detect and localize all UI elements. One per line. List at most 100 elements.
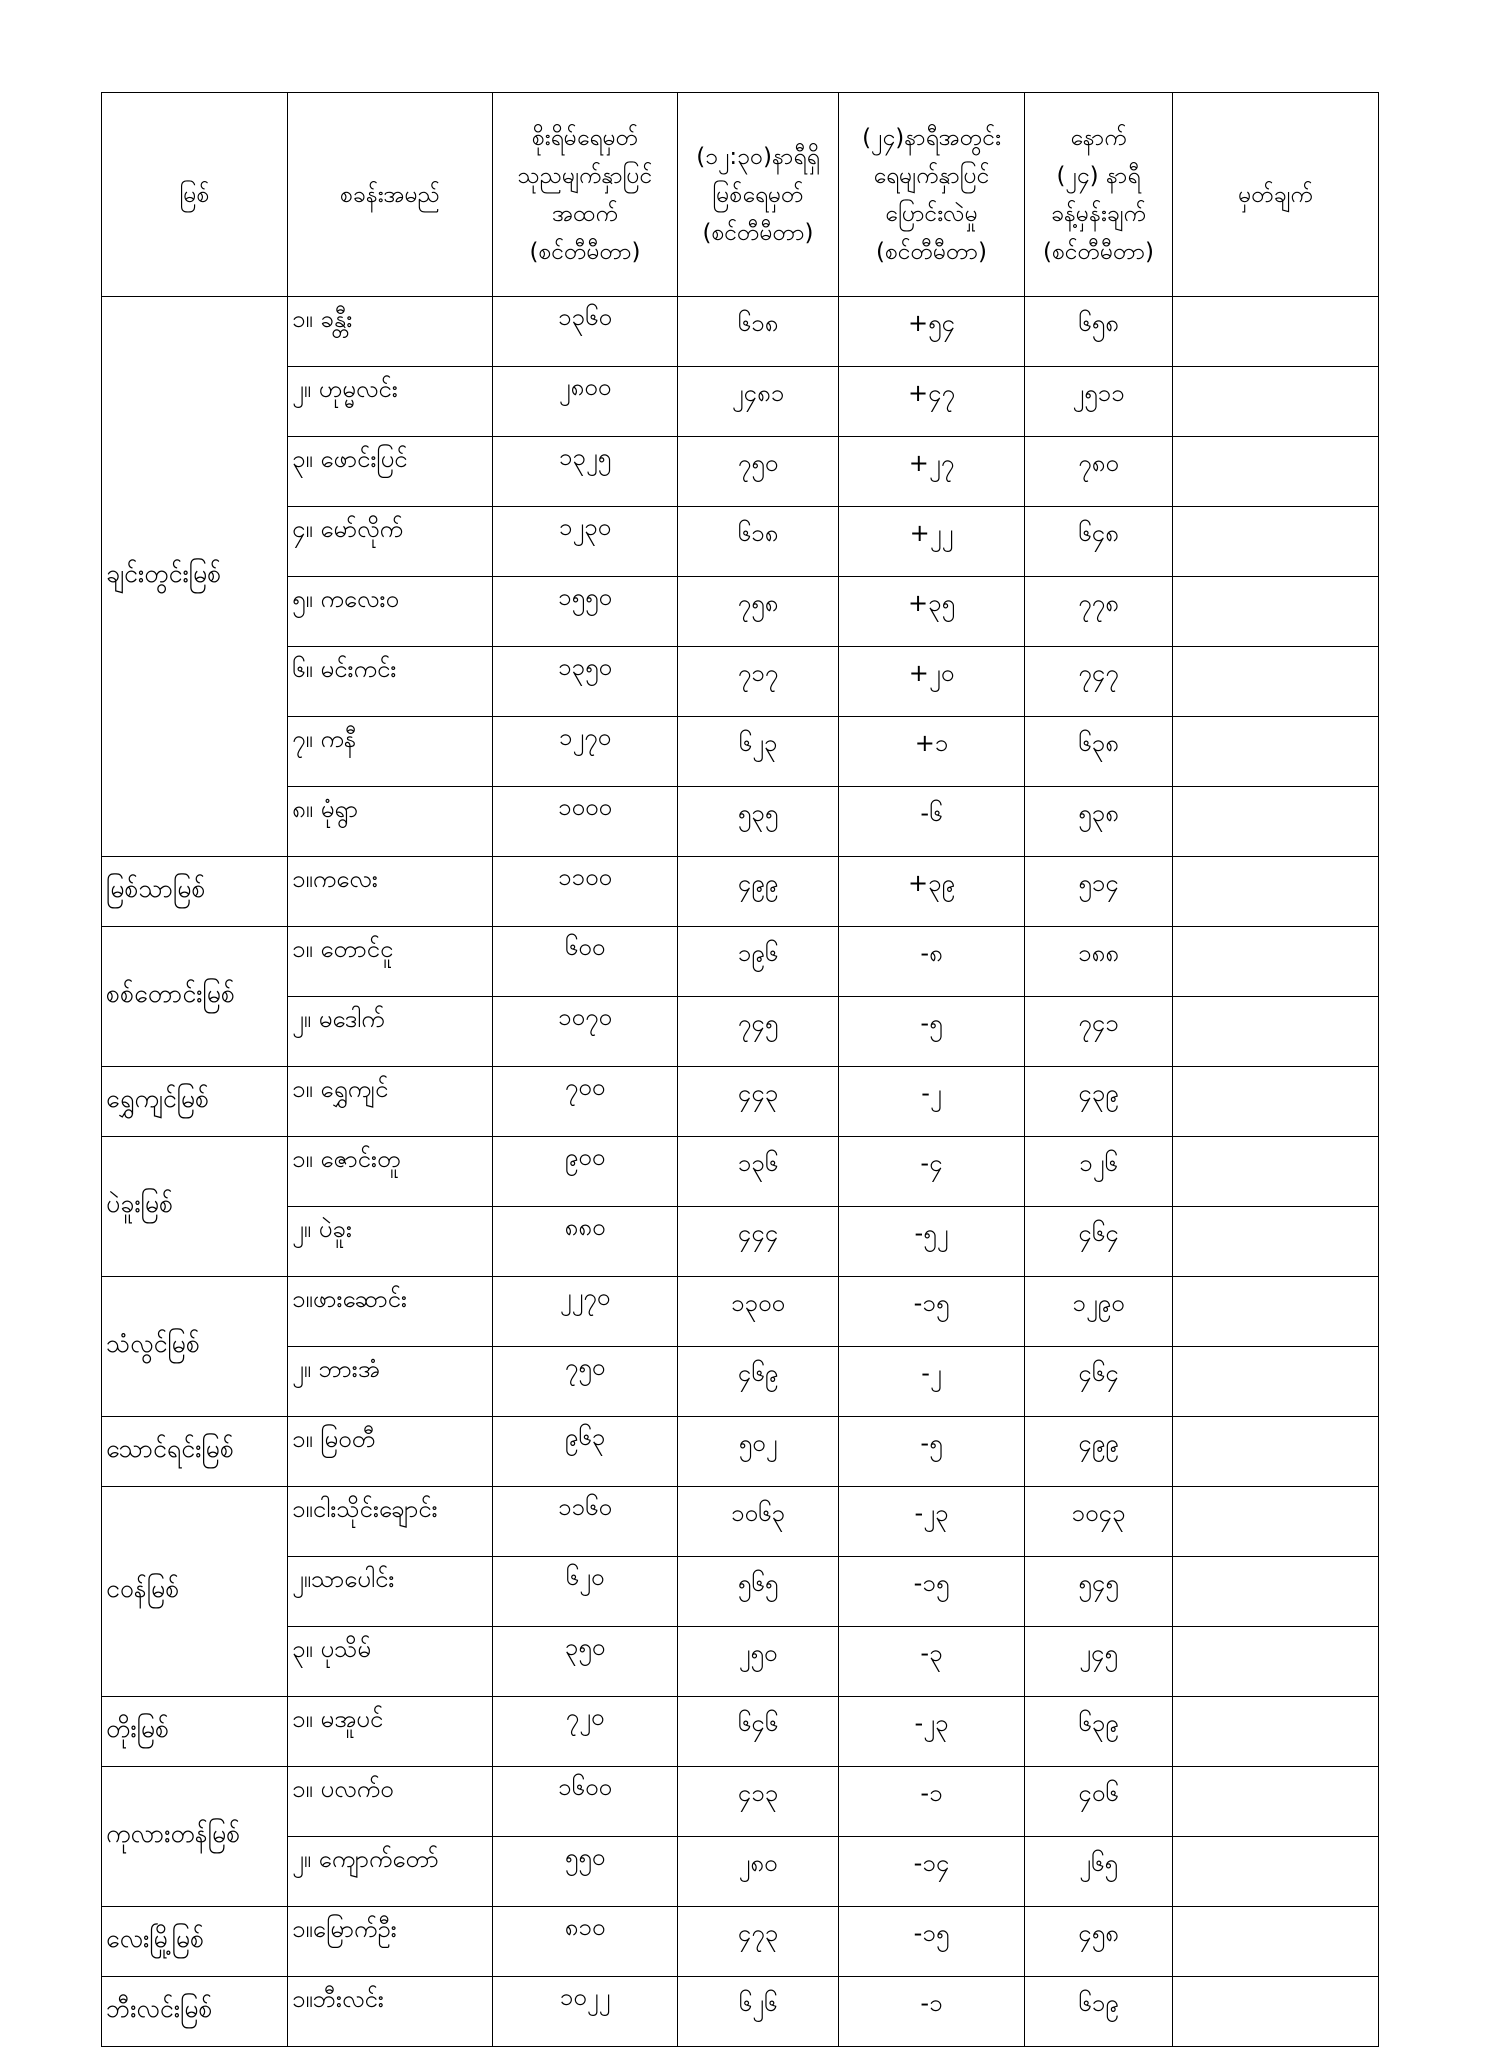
remark (1172, 996, 1379, 1067)
remark (1172, 366, 1379, 437)
station-name: ၂။ ဘားအံ (287, 1346, 493, 1417)
remark (1172, 856, 1379, 927)
header-line: (စင်တီမီတာ) (875, 238, 988, 265)
station-name: ၄။ မော်လိုက် (287, 506, 493, 577)
remark (1172, 1906, 1379, 1977)
level-change: +၁ (838, 716, 1025, 787)
forecast-level: ၆၁၉ (1024, 1976, 1173, 2047)
remark (1172, 786, 1379, 857)
table-row: သောင်ရင်းမြစ် ၁။ မြဝတီ ၉၆၃ ၅၀၂ -၅ ၄၉၉ (101, 1416, 1379, 1487)
danger-level: ၇၅၀ (492, 1346, 678, 1417)
current-level: ၅၀၂ (677, 1416, 839, 1487)
level-change: -၄ (838, 1136, 1025, 1207)
river-name: စစ်တောင်းမြစ် (101, 926, 288, 1067)
table-row: ၂။ ဟုမ္မလင်း ၂၈၀၀ ၂၄၈၁ +၄၇ ၂၅၁၁ (102, 366, 1379, 437)
danger-level: ၃၅၀ (492, 1626, 678, 1697)
current-level: ၆၁၈ (677, 506, 839, 577)
remark (1172, 436, 1379, 507)
level-change: +၂၂ (838, 506, 1025, 577)
table-row: သံလွင်မြစ် ၁။ဖားဆောင်း ၂၂၇၀ ၁၃၀၀ -၁၅ ၁၂၉၀ (101, 1276, 1379, 1417)
forecast-level: ၇၈၀ (1024, 436, 1173, 507)
level-change: -၅ (838, 1416, 1025, 1487)
forecast-level: ၄၆၄ (1024, 1206, 1173, 1277)
forecast-level: ၂၆၅ (1024, 1836, 1173, 1907)
header-river: မြစ် (101, 92, 288, 297)
level-change: -၁၄ (838, 1836, 1025, 1907)
danger-level: ၆၀၀ (492, 926, 678, 997)
level-change: -၅ (838, 996, 1025, 1067)
forecast-level: ၅၃၈ (1024, 786, 1173, 857)
level-change: -၆ (838, 786, 1025, 857)
header-line: မြစ်ရေမှတ် (712, 181, 804, 208)
table-row: ၂။ ပဲခူး ၈၈၀ ၄၄၄ -၅၂ ၄၆၄ (102, 1206, 1379, 1277)
station-name: ၂။ ဟုမ္မလင်း (287, 366, 493, 437)
table-row: ချင်းတွင်းမြစ် ၁။ ခန္တီး ၁၃၆၀ ၆၁၈ +၅၄ ၆၅၈ (101, 296, 1379, 857)
header-line: (စင်တီမီတာ) (529, 238, 641, 265)
forecast-level: ၆၄၈ (1024, 506, 1173, 577)
station-name: ၁။မြောက်ဦး (287, 1906, 493, 1977)
danger-level: ၈၈၀ (492, 1206, 678, 1277)
level-change: +၂၀ (838, 646, 1025, 717)
table-row: မြစ်သာမြစ် ၁။ကလေး ၁၁၀၀ ၄၉၉ +၃၉ ၅၁၄ (101, 856, 1379, 927)
station-name: ၈။ မုံရွာ (287, 786, 493, 857)
remark (1172, 576, 1379, 647)
remark (1172, 1556, 1379, 1627)
table-row: လေးမြို့မြစ် ၁။မြောက်ဦး ၈၁၀ ၄၇၃ -၁၅ ၄၅၈ (101, 1906, 1379, 1977)
header-station: စခန်းအမည် (287, 92, 493, 297)
forecast-level: ၇၄၇ (1024, 646, 1173, 717)
header-line: ရေမျက်နှာပြင် (873, 162, 990, 189)
station-name: ၁။ကလေး (287, 856, 493, 927)
river-name: ပဲခူးမြစ် (101, 1136, 288, 1277)
river-name: မြစ်သာမြစ် (101, 856, 288, 927)
forecast-level: ၄၃၉ (1024, 1066, 1173, 1137)
level-change: +၃၅ (838, 576, 1025, 647)
forecast-level: ၁၂၉၀ (1024, 1276, 1173, 1347)
header-line: နောက် (1070, 124, 1127, 151)
station-name: ၁။ဖားဆောင်း (287, 1276, 493, 1347)
forecast-level: ၇၄၁ (1024, 996, 1173, 1067)
forecast-level: ၅၁၄ (1024, 856, 1173, 927)
forecast-level: ၄၀၆ (1024, 1766, 1173, 1837)
level-change: +၄၇ (838, 366, 1025, 437)
current-level: ၆၄၆ (677, 1696, 839, 1767)
level-change: -၂၃ (838, 1486, 1025, 1557)
current-level: ၅၆၅ (677, 1556, 839, 1627)
level-change: -၁၅ (838, 1556, 1025, 1627)
danger-level: ၈၁၀ (492, 1906, 678, 1977)
header-line: ခန့်မှန်းချက် (1051, 200, 1146, 227)
header-line: စခန်းအမည် (339, 181, 441, 208)
level-change: -၂ (838, 1346, 1025, 1417)
remark (1172, 1766, 1379, 1837)
danger-level: ၉၆၃ (492, 1416, 678, 1487)
danger-level: ၁၁၀၀ (492, 856, 678, 927)
current-level: ၄၄၃ (677, 1066, 839, 1137)
danger-level: ၂၂၇၀ (492, 1276, 678, 1347)
table-row: စစ်တောင်းမြစ် ၁။ တောင်ငူ ၆၀၀ ၁၉၆ -၈ ၁၈၈ (101, 926, 1379, 1067)
forecast-level: ၁၀၄၃ (1024, 1486, 1173, 1557)
station-name: ၁။ ပလက်ဝ (287, 1766, 493, 1837)
level-change: -၂၃ (838, 1696, 1025, 1767)
danger-level: ၁၀၇၀ (492, 996, 678, 1067)
danger-level: ၁၀၂၂ (492, 1976, 678, 2047)
danger-level: ၁၅၅၀ (492, 576, 678, 647)
current-level: ၄၆၉ (677, 1346, 839, 1417)
current-level: ၄၁၃ (677, 1766, 839, 1837)
remark (1172, 1066, 1379, 1137)
forecast-level: ၂၅၁၁ (1024, 366, 1173, 437)
header-24h-forecast: နောက် (၂၄) နာရီ ခန့်မှန်းချက် (စင်တီမီတာ) (1024, 92, 1173, 297)
remark (1172, 1486, 1379, 1557)
level-change: -၁ (838, 1766, 1025, 1837)
river-name: ငဝန်မြစ် (101, 1486, 288, 1697)
current-level: ၇၅၈ (677, 576, 839, 647)
header-danger-level: စိုးရိမ်ရေမှတ် သုညမျက်နှာပြင် အထက် (စင်တီမီ… (492, 92, 678, 297)
forecast-level: ၂၄၅ (1024, 1626, 1173, 1697)
current-level: ၄၉၉ (677, 856, 839, 927)
station-name: ၁။ဘီးလင်း (287, 1976, 493, 2047)
station-name: ၃။ ပုသိမ် (287, 1626, 493, 1697)
table-row: ၆။ မင်းကင်း ၁၃၅၀ ၇၁၇ +၂၀ ၇၄၇ (102, 646, 1379, 717)
forecast-level: ၁၈၈ (1024, 926, 1173, 997)
table-row: ၃။ ဖောင်းပြင် ၁၃၂၅ ၇၅၀ +၂၇ ၇၈၀ (102, 436, 1379, 507)
current-level: ၇၄၅ (677, 996, 839, 1067)
header-line: ပြောင်းလဲမှု (885, 200, 978, 227)
header-line: (၂၄) နာရီ (1056, 162, 1141, 189)
